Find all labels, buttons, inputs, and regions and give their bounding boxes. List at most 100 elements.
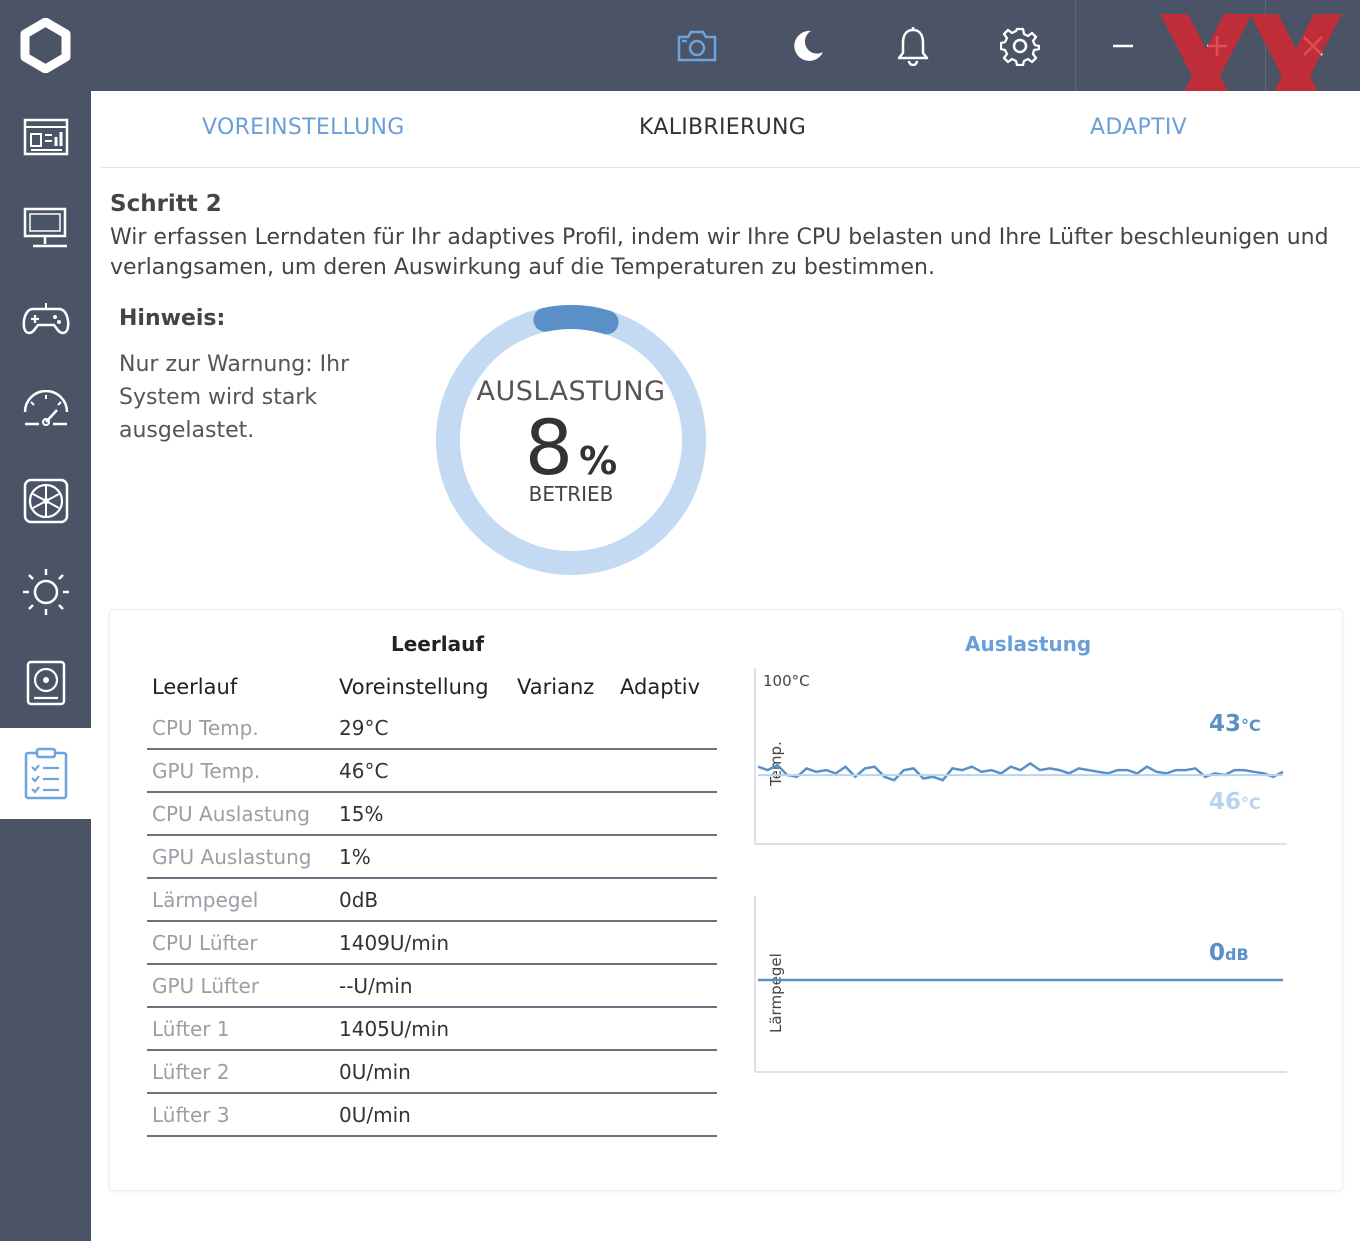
cpu-temp-current: 43°C [1209, 711, 1261, 737]
table-row: GPU Temp. 46°C [147, 749, 717, 793]
row-label: Lüfter 3 [147, 1093, 334, 1137]
dashboard-icon[interactable] [0, 91, 91, 182]
row-label: CPU Lüfter [147, 921, 334, 965]
row-value: 0U/min [334, 1093, 512, 1137]
gamepad-icon[interactable] [0, 273, 91, 364]
step-title: Schritt 2 [110, 191, 222, 217]
row-label: Lüfter 1 [147, 1007, 334, 1051]
row-value: 29°C [334, 707, 512, 750]
gauge-unit: % [579, 439, 618, 483]
row-value: 46°C [334, 749, 512, 793]
row-label: GPU Temp. [147, 749, 334, 793]
table-header-row: Leerlauf Voreinstellung Varianz Adaptiv [147, 667, 717, 707]
table-row: Lüfter 3 0U/min [147, 1093, 717, 1137]
row-label: Lärmpegel [147, 878, 334, 922]
tab-voreinstellung[interactable]: VOREINSTELLUNG [202, 115, 405, 140]
row-variance [512, 1050, 615, 1094]
speedometer-icon[interactable] [0, 364, 91, 455]
row-label: CPU Temp. [147, 707, 334, 750]
hard-drive-icon[interactable] [0, 637, 91, 728]
load-gauge: AUSLASTUNG 8% BETRIEB [431, 300, 711, 580]
tab-bar: VOREINSTELLUNG KALIBRIERUNG ADAPTIV [101, 91, 1360, 168]
load-title: Auslastung [965, 632, 1092, 656]
row-value: 0dB [334, 878, 512, 922]
row-variance [512, 707, 615, 750]
row-label: GPU Auslastung [147, 835, 334, 879]
row-variance [512, 878, 615, 922]
row-adaptive [615, 749, 717, 793]
moon-icon[interactable] [785, 24, 829, 68]
titlebar-divider [1075, 0, 1076, 91]
sidebar [0, 91, 91, 1241]
row-adaptive [615, 707, 717, 750]
row-adaptive [615, 1093, 717, 1137]
row-variance [512, 1007, 615, 1051]
row-value: 15% [334, 792, 512, 836]
idle-title: Leerlauf [391, 632, 485, 656]
tab-adaptiv[interactable]: ADAPTIV [1090, 115, 1187, 140]
row-variance [512, 835, 615, 879]
column-header: Varianz [517, 675, 595, 699]
table-row: GPU Lüfter --U/min [147, 964, 717, 1008]
row-adaptive [615, 964, 717, 1008]
noise-axis-label: Lärmpegel [767, 953, 785, 1033]
bell-icon[interactable] [891, 24, 935, 68]
row-value: --U/min [334, 964, 512, 1008]
noise-current: 0dB [1209, 940, 1249, 966]
camera-icon[interactable] [675, 24, 719, 68]
row-adaptive [615, 878, 717, 922]
step-description: Wir erfassen Lerndaten für Ihr adaptives… [110, 225, 1329, 280]
app-logo [0, 0, 91, 91]
tab-kalibrierung[interactable]: KALIBRIERUNG [639, 115, 807, 140]
column-header: Voreinstellung [339, 675, 489, 699]
row-value: 0U/min [334, 1050, 512, 1094]
column-header: Adaptiv [620, 675, 701, 699]
row-adaptive [615, 921, 717, 965]
temperature-chart: 100°C Temp. 43°C 46°C [754, 668, 1287, 845]
gauge-label: AUSLASTUNG [476, 376, 666, 407]
gpu-temp-current: 46°C [1209, 789, 1261, 815]
minimize-icon[interactable] [1101, 24, 1145, 68]
brightness-icon[interactable] [0, 546, 91, 637]
table-row: CPU Auslastung 15% [147, 792, 717, 836]
row-variance [512, 964, 615, 1008]
row-adaptive [615, 1007, 717, 1051]
table-row: Lüfter 2 0U/min [147, 1050, 717, 1094]
column-header: Leerlauf [152, 675, 238, 699]
gauge-progress-arc [436, 305, 706, 575]
noise-chart: Lärmpegel 0dB [754, 896, 1287, 1073]
row-variance [512, 921, 615, 965]
table-row: Lüfter 1 1405U/min [147, 1007, 717, 1051]
row-adaptive [615, 792, 717, 836]
gauge-ring [436, 305, 706, 575]
row-value: 1% [334, 835, 512, 879]
hint-text: Nur zur Warnung: Ihr System wird stark a… [119, 352, 350, 443]
row-variance [512, 1093, 615, 1137]
main-content: VOREINSTELLUNG KALIBRIERUNG ADAPTIV Schr… [91, 91, 1360, 1241]
row-label: GPU Lüfter [147, 964, 334, 1008]
row-value: 1405U/min [334, 1007, 512, 1051]
gear-icon[interactable] [998, 24, 1042, 68]
row-adaptive [615, 1050, 717, 1094]
row-label: CPU Auslastung [147, 792, 334, 836]
table-row: CPU Lüfter 1409U/min [147, 921, 717, 965]
title-bar [0, 0, 1360, 138]
fan-icon[interactable] [0, 455, 91, 546]
clipboard-icon[interactable] [0, 728, 91, 819]
series-line-0 [757, 761, 1284, 782]
row-variance [512, 792, 615, 836]
hint-title: Hinweis: [119, 306, 226, 331]
row-adaptive [615, 835, 717, 879]
temp-axis-max-label: 100°C [763, 672, 810, 690]
stats-card: Leerlauf Auslastung Leerlauf Voreinstell… [109, 609, 1343, 1191]
gauge-sublabel: BETRIEB [528, 482, 614, 506]
table-row: GPU Auslastung 1% [147, 835, 717, 879]
stats-table: Leerlauf Voreinstellung Varianz Adaptiv … [147, 667, 717, 1137]
temp-axis-label: Temp. [767, 741, 785, 787]
row-variance [512, 749, 615, 793]
gauge-value: 8 [524, 403, 574, 492]
monitor-icon[interactable] [0, 182, 91, 273]
gauge-value-wrap: 8% [431, 408, 711, 488]
table-row: Lärmpegel 0dB [147, 878, 717, 922]
row-value: 1409U/min [334, 921, 512, 965]
